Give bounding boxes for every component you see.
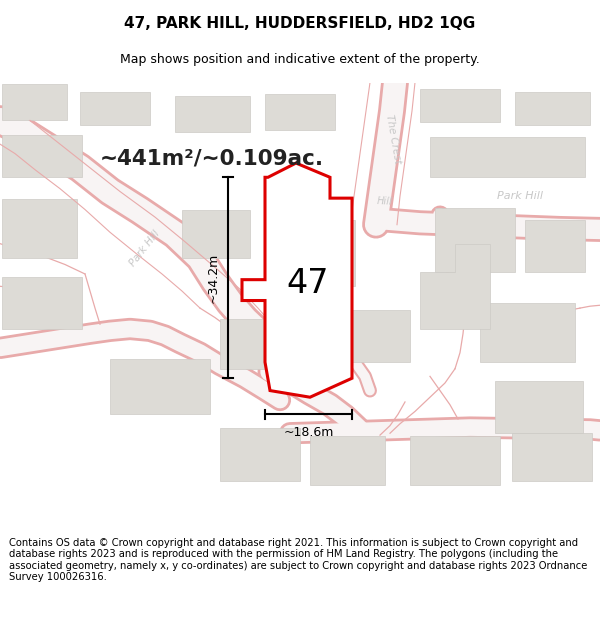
Bar	[420, 89, 500, 122]
Bar	[525, 220, 585, 272]
Polygon shape	[420, 244, 490, 329]
Bar	[2, 84, 67, 121]
Text: Park Hill: Park Hill	[497, 191, 543, 201]
Bar	[220, 319, 295, 369]
Bar	[2, 277, 82, 329]
Bar	[175, 96, 250, 132]
Bar	[2, 199, 77, 258]
Text: Park Hill: Park Hill	[128, 229, 162, 268]
Text: ~34.2m: ~34.2m	[207, 253, 220, 303]
Bar	[182, 211, 250, 258]
Polygon shape	[242, 163, 352, 398]
Bar	[80, 92, 150, 125]
Bar	[512, 433, 592, 481]
Bar	[310, 436, 385, 486]
Bar	[220, 429, 300, 481]
Text: The Crest: The Crest	[384, 114, 402, 165]
Bar	[2, 134, 82, 178]
Bar	[495, 381, 583, 433]
Polygon shape	[290, 220, 355, 286]
Bar	[335, 310, 410, 362]
Text: Contains OS data © Crown copyright and database right 2021. This information is : Contains OS data © Crown copyright and d…	[9, 538, 587, 582]
Text: ~18.6m: ~18.6m	[283, 426, 334, 439]
Text: Hill: Hill	[377, 196, 393, 206]
Bar	[410, 436, 500, 486]
Text: 47, PARK HILL, HUDDERSFIELD, HD2 1QG: 47, PARK HILL, HUDDERSFIELD, HD2 1QG	[124, 16, 476, 31]
Bar	[515, 92, 590, 125]
Text: ~441m²/~0.109ac.: ~441m²/~0.109ac.	[100, 148, 324, 168]
Text: Map shows position and indicative extent of the property.: Map shows position and indicative extent…	[120, 53, 480, 66]
Bar	[430, 138, 585, 178]
Bar	[480, 303, 575, 362]
Bar	[265, 94, 335, 130]
Text: 47: 47	[287, 267, 329, 300]
Text: Park: Park	[309, 205, 331, 216]
Bar	[110, 359, 210, 414]
Bar	[435, 208, 515, 272]
